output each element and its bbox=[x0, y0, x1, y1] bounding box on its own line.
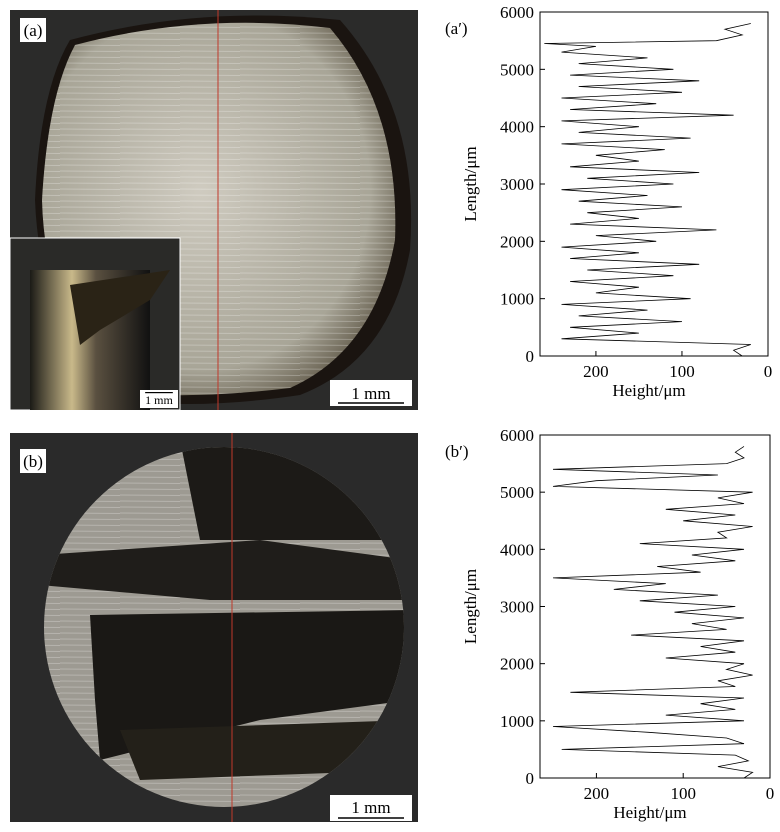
y-tick-label: 2000 bbox=[500, 232, 534, 251]
y-tick-label: 3000 bbox=[500, 598, 534, 617]
plot-frame bbox=[540, 12, 768, 356]
scale-bar: 1 mm bbox=[351, 384, 390, 403]
plot-frame bbox=[540, 435, 770, 778]
x-tick-label: 100 bbox=[669, 362, 695, 381]
x-tick-label: 200 bbox=[583, 362, 609, 381]
y-tick-label: 6000 bbox=[500, 426, 534, 445]
y-axis-label: Length/μm bbox=[461, 569, 480, 644]
y-tick-label: 0 bbox=[526, 347, 535, 366]
y-axis-label: Length/μm bbox=[461, 146, 480, 221]
profile-line bbox=[544, 24, 751, 357]
panel-label: (a) bbox=[24, 21, 43, 40]
y-tick-label: 4000 bbox=[500, 118, 534, 137]
y-tick-label: 5000 bbox=[500, 483, 534, 502]
x-tick-label: 0 bbox=[764, 362, 773, 381]
y-tick-label: 6000 bbox=[500, 3, 534, 22]
x-tick-label: 0 bbox=[766, 784, 775, 803]
y-tick-label: 0 bbox=[526, 769, 535, 788]
y-tick-label: 5000 bbox=[500, 60, 534, 79]
profile-line bbox=[553, 446, 753, 778]
y-tick-label: 2000 bbox=[500, 655, 534, 674]
panel-label: (b′) bbox=[445, 442, 469, 461]
panel-label: (b) bbox=[23, 452, 43, 471]
page: {"figure": {"panels": [{"label": "(a)", … bbox=[0, 0, 780, 827]
photo-a: (a) 1 mm 1 mm bbox=[10, 10, 418, 410]
y-tick-label: 3000 bbox=[500, 175, 534, 194]
x-tick-label: 200 bbox=[584, 784, 610, 803]
y-tick-label: 1000 bbox=[500, 290, 534, 309]
x-tick-label: 100 bbox=[670, 784, 696, 803]
x-axis-label: Height/μm bbox=[613, 803, 686, 822]
x-axis-label: Height/μm bbox=[612, 381, 685, 400]
y-tick-label: 4000 bbox=[500, 540, 534, 559]
photo-b: (b) 1 mm bbox=[10, 433, 420, 822]
figure: (a) 1 mm 1 mm (b) 1 mm 01000200030004000… bbox=[0, 0, 780, 827]
y-tick-label: 1000 bbox=[500, 712, 534, 731]
panel-label: (a′) bbox=[445, 19, 468, 38]
inset-scale-bar: 1 mm bbox=[145, 393, 173, 407]
scale-bar: 1 mm bbox=[351, 798, 390, 817]
